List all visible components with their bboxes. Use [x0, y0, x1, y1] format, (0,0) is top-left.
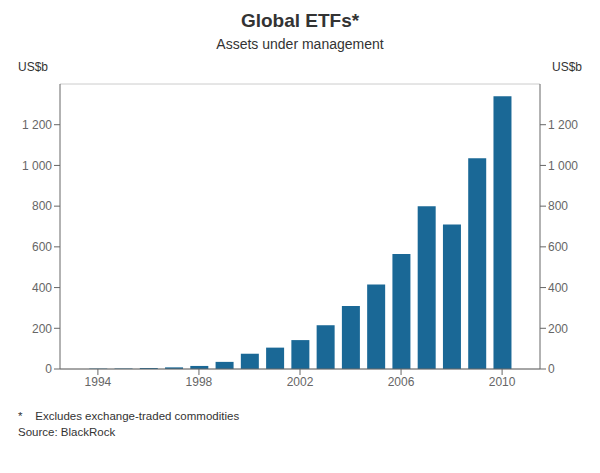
svg-text:0: 0	[45, 362, 52, 376]
html-text:* Excludes exchange-traded com: * Excludes exchange-traded commodities	[18, 410, 240, 422]
svg-text:1 000: 1 000	[548, 159, 578, 173]
html-text:Source: BlackRock: Source: BlackRock	[18, 426, 116, 438]
svg-text:1 200: 1 200	[548, 118, 578, 132]
svg-text:200: 200	[32, 322, 52, 336]
svg-text:800: 800	[32, 199, 52, 213]
svg-text:2010: 2010	[489, 375, 516, 389]
svg-text:2006: 2006	[388, 375, 415, 389]
svg-text:1998: 1998	[186, 375, 213, 389]
svg-text:400: 400	[32, 281, 52, 295]
svg-text:200: 200	[548, 322, 568, 336]
svg-text:600: 600	[548, 240, 568, 254]
svg-text:400: 400	[548, 281, 568, 295]
html-text:Global ETFs*: Global ETFs*	[240, 10, 360, 31]
svg-text:1 000: 1 000	[22, 159, 52, 173]
svg-text:2002: 2002	[287, 375, 314, 389]
svg-text:600: 600	[32, 240, 52, 254]
svg-text:1994: 1994	[85, 375, 112, 389]
svg-text:1 200: 1 200	[22, 118, 52, 132]
html-text:US$b: US$b	[552, 60, 582, 74]
svg-text:0: 0	[548, 362, 555, 376]
html-text:Assets under management: Assets under management	[216, 36, 384, 52]
html-text:US$b: US$b	[18, 60, 48, 74]
svg-text:800: 800	[548, 199, 568, 213]
